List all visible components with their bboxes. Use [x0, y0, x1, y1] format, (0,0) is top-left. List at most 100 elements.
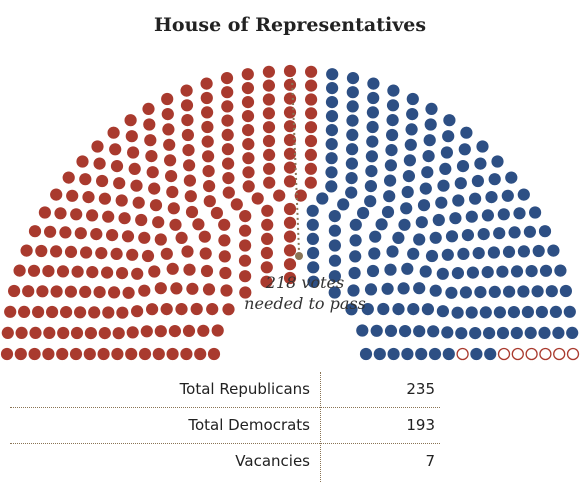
seat-democrats: [364, 180, 377, 193]
seat-republicans: [141, 249, 155, 263]
seat-republicans: [101, 266, 114, 279]
seat-democrats: [419, 265, 432, 278]
seat-democrats: [545, 285, 558, 298]
seat-democrats: [493, 227, 506, 240]
seat-republicans: [201, 120, 214, 134]
seat-republicans: [239, 286, 252, 299]
seat-republicans: [148, 182, 161, 195]
seat-democrats: [385, 144, 398, 157]
seat-republicans: [260, 275, 273, 288]
seat-republicans: [145, 150, 158, 163]
seat-republicans: [44, 225, 57, 238]
seat-republicans: [283, 258, 297, 271]
seat-republicans: [219, 266, 232, 280]
seat-republicans: [241, 82, 254, 95]
seat-republicans: [162, 123, 175, 136]
seat-republicans: [242, 166, 255, 179]
seat-democrats: [397, 282, 410, 295]
seat-republicans: [109, 143, 122, 156]
seat-vacancies: [456, 347, 469, 361]
seat-republicans: [283, 244, 297, 257]
seat-democrats: [428, 347, 442, 361]
seat-republicans: [222, 172, 235, 185]
seat-republicans: [102, 210, 115, 223]
seat-republicans: [262, 65, 275, 78]
seat-republicans: [200, 91, 213, 105]
seat-republicans: [262, 134, 276, 148]
seat-democrats: [496, 326, 510, 340]
seat-democrats: [316, 192, 329, 205]
seat-republicans: [70, 326, 84, 340]
seat-republicans: [50, 188, 63, 201]
seat-republicans: [22, 285, 35, 298]
seat-democrats: [460, 126, 473, 139]
seat-democrats: [488, 285, 501, 298]
seat-democrats: [328, 210, 341, 223]
seat-democrats: [413, 325, 426, 338]
seat-democrats: [445, 230, 459, 243]
seat-democrats: [449, 212, 462, 225]
seat-republicans: [201, 135, 214, 148]
seat-democrats: [345, 303, 358, 316]
seat-republicans: [142, 102, 155, 115]
seat-democrats: [441, 326, 454, 339]
seat-republicans: [36, 285, 49, 298]
seat-republicans: [218, 234, 231, 247]
seat-republicans: [283, 161, 297, 174]
seat-republicans: [242, 180, 255, 193]
seat-republicans: [27, 264, 41, 277]
seat-democrats: [435, 196, 448, 209]
seat-republicans: [83, 347, 96, 361]
seat-democrats: [406, 92, 419, 106]
seat-democrats: [493, 306, 506, 319]
seat-republicans: [304, 176, 317, 189]
seat-democrats: [472, 247, 485, 260]
seat-democrats: [384, 174, 397, 187]
seat-democrats: [349, 250, 362, 263]
row-label-vacancies: Vacancies: [235, 452, 310, 470]
seat-republicans: [166, 347, 179, 361]
seat-republicans: [305, 107, 318, 120]
seat-republicans: [186, 282, 199, 295]
totals-table: Total Republicans 235 Total Democrats 19…: [10, 372, 440, 479]
seat-democrats: [442, 347, 455, 361]
seat-democrats: [401, 347, 414, 361]
seat-democrats: [392, 303, 405, 316]
seat-democrats: [524, 326, 537, 339]
seat-republicans: [20, 244, 33, 257]
seat-republicans: [79, 173, 92, 186]
seat-democrats: [481, 266, 494, 279]
seat-democrats: [566, 326, 579, 339]
seat-republicans: [200, 264, 214, 278]
seat-republicans: [304, 121, 318, 134]
seat-democrats: [547, 244, 560, 257]
seat-republicans: [70, 208, 83, 221]
seat-democrats: [563, 305, 576, 318]
seat-democrats: [345, 172, 358, 185]
seat-democrats: [517, 188, 530, 201]
chart-title: House of Representatives: [153, 14, 427, 36]
seat-democrats: [476, 140, 489, 153]
seat-republicans: [29, 326, 42, 339]
table-row-republicans: Total Republicans 235: [10, 372, 440, 408]
seat-republicans: [263, 162, 276, 175]
seat-republicans: [239, 239, 252, 252]
seat-republicans: [241, 110, 255, 123]
seat-democrats: [497, 208, 510, 221]
seat-democrats: [538, 225, 552, 238]
seat-republicans: [262, 79, 275, 92]
seat-republicans: [116, 267, 129, 280]
seat-republicans: [183, 174, 196, 187]
seat-republicans: [221, 86, 234, 99]
seat-republicans: [283, 147, 297, 160]
seat-republicans: [60, 306, 73, 319]
seat-vacancies: [553, 347, 566, 361]
seat-republicans: [152, 347, 165, 361]
seat-republicans: [97, 347, 110, 361]
seat-republicans: [304, 148, 317, 161]
seat-democrats: [484, 347, 497, 361]
seat-republicans: [125, 130, 138, 143]
seat-democrats: [429, 231, 442, 244]
seat-democrats: [425, 249, 439, 263]
seat-democrats: [517, 285, 530, 298]
